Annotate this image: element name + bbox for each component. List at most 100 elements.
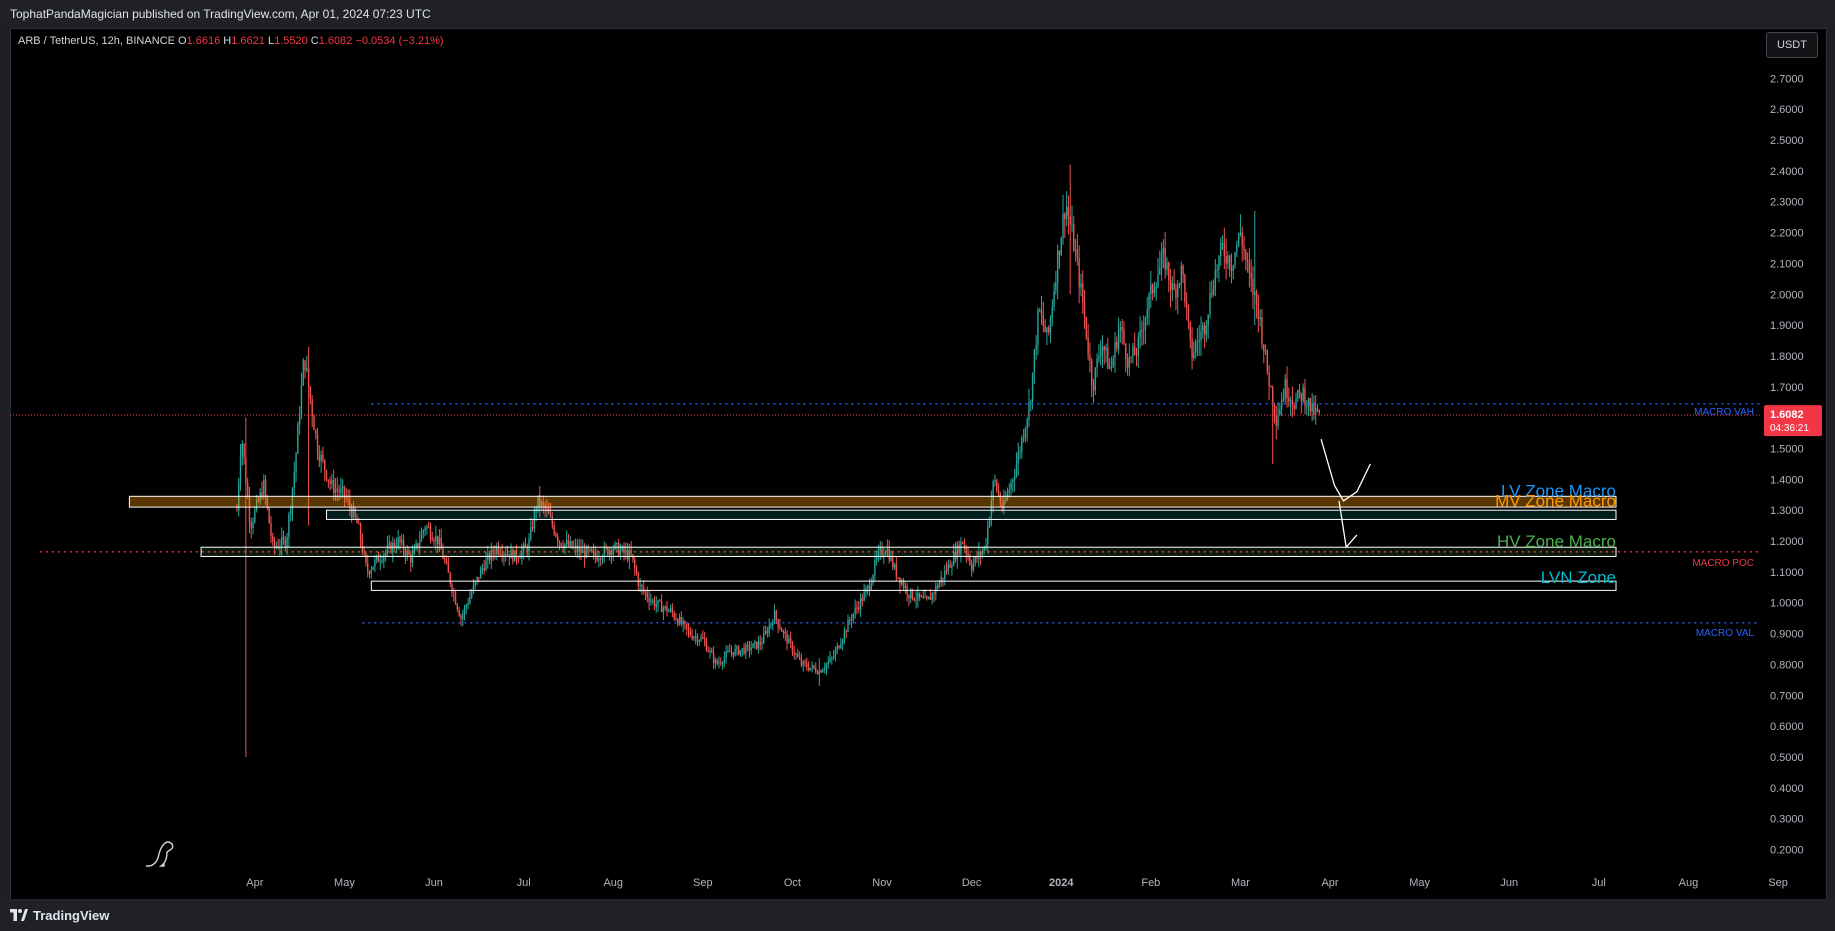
candle-body	[1220, 242, 1222, 257]
candle-body	[755, 641, 758, 649]
candle-body	[811, 665, 813, 668]
candle-body	[1083, 302, 1086, 317]
candle-body	[664, 606, 666, 609]
candle-body	[689, 630, 691, 636]
candle-body	[854, 607, 856, 614]
candle-body	[650, 600, 652, 602]
candle-body	[340, 488, 342, 493]
candle-body	[379, 561, 381, 563]
candle-body	[467, 603, 469, 606]
candle-body	[917, 592, 919, 600]
candle-body	[501, 554, 503, 557]
candle-body	[1169, 279, 1172, 290]
candle-body	[293, 472, 295, 488]
candle-body	[359, 524, 362, 541]
candle-body	[662, 608, 665, 613]
candle-body	[1153, 289, 1156, 294]
candle-body	[730, 651, 733, 653]
candle-body	[429, 527, 432, 539]
candle-body	[438, 537, 441, 545]
candle-body	[352, 508, 355, 518]
candle-body	[608, 550, 611, 555]
candle-body	[1116, 341, 1118, 349]
candle-body	[1228, 255, 1231, 269]
candle-body	[410, 554, 412, 563]
candle-body	[630, 550, 632, 555]
y-tick-label: 0.6000	[1770, 721, 1804, 733]
candle-body	[427, 526, 430, 528]
candle-body	[358, 523, 360, 525]
candle-body	[472, 585, 475, 593]
candle-body	[1191, 338, 1193, 359]
low-value: 1.5520	[274, 35, 308, 47]
candle-body	[1225, 256, 1227, 264]
candle-body	[1101, 346, 1104, 353]
price-tag: 1.6082 04:36:21	[1764, 405, 1822, 437]
candle-body	[1069, 215, 1071, 225]
candle-body	[965, 547, 967, 554]
candle-body	[440, 537, 442, 550]
candle-body	[739, 650, 742, 655]
candle-body	[953, 551, 955, 566]
candle-body	[1076, 249, 1079, 259]
candle-body	[888, 548, 890, 561]
candle-body	[732, 652, 735, 656]
candle-body	[1144, 318, 1147, 330]
candle-body	[241, 443, 243, 456]
candle-body	[1139, 330, 1141, 337]
tradingview-logo[interactable]: TradingView	[10, 906, 109, 924]
candle-body	[829, 657, 831, 662]
currency-button[interactable]: USDT	[1766, 32, 1818, 58]
candle-body	[558, 541, 561, 544]
candle-body	[1024, 428, 1027, 438]
candle-body	[1013, 475, 1016, 480]
candle-body	[594, 551, 597, 557]
candle-body	[890, 556, 892, 561]
candle-body	[517, 558, 519, 560]
candle-body	[1112, 358, 1114, 367]
candle-body	[1035, 345, 1037, 350]
candle-body	[723, 657, 726, 663]
candle-body	[659, 600, 661, 602]
candle-body	[453, 592, 455, 594]
candle-body	[1316, 407, 1319, 410]
candle-body	[1114, 341, 1116, 359]
candle-body	[970, 564, 973, 571]
candle-body	[949, 563, 951, 568]
candle-body	[499, 553, 502, 555]
candle-body	[1193, 352, 1195, 359]
chart-area[interactable]	[10, 28, 1827, 900]
candle-body	[1302, 387, 1304, 401]
candle-body	[879, 548, 881, 551]
candle-body	[621, 546, 623, 550]
candle-body	[1173, 283, 1175, 290]
candle-body	[1162, 248, 1165, 255]
candle-body	[691, 635, 693, 639]
candle-body	[639, 584, 641, 586]
candle-body	[820, 670, 822, 673]
candle-body	[549, 513, 552, 517]
candle-body	[875, 556, 878, 560]
candle-body	[648, 597, 650, 602]
candle-body	[1042, 314, 1045, 326]
candle-body	[589, 549, 591, 551]
candle-body	[255, 500, 258, 510]
candle-body	[822, 669, 824, 673]
candle-body	[849, 619, 851, 621]
candle-body	[462, 614, 464, 620]
candle-body	[974, 557, 976, 564]
candle-body	[635, 567, 638, 575]
y-tick-label: 0.8000	[1770, 659, 1804, 671]
candle-body	[447, 563, 450, 573]
candle-body	[556, 536, 559, 542]
candle-body	[384, 551, 387, 556]
candle-body	[571, 541, 573, 548]
candle-body	[686, 624, 688, 629]
candle-body	[1008, 489, 1010, 494]
candle-body	[451, 584, 453, 593]
candle-body	[623, 546, 625, 553]
candle-body	[644, 591, 647, 593]
candle-body	[1203, 325, 1206, 335]
candle-body	[343, 486, 346, 496]
